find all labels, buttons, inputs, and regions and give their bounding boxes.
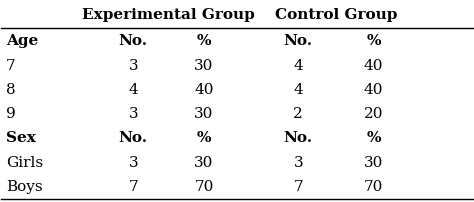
Text: 4: 4 (293, 59, 303, 73)
Text: 30: 30 (364, 156, 383, 170)
Text: 70: 70 (364, 180, 383, 194)
Text: 40: 40 (364, 59, 383, 73)
Text: 40: 40 (194, 83, 214, 97)
Text: No.: No. (119, 132, 148, 145)
Text: 30: 30 (194, 156, 214, 170)
Text: 30: 30 (194, 59, 214, 73)
Text: 9: 9 (6, 107, 16, 121)
Text: Sex: Sex (6, 132, 36, 145)
Text: Girls: Girls (6, 156, 43, 170)
Text: %: % (366, 132, 381, 145)
Text: %: % (366, 34, 381, 48)
Text: %: % (197, 34, 211, 48)
Text: 8: 8 (6, 83, 16, 97)
Text: 3: 3 (128, 156, 138, 170)
Text: 7: 7 (6, 59, 16, 73)
Text: 7: 7 (128, 180, 138, 194)
Text: Experimental Group: Experimental Group (82, 8, 255, 22)
Text: 30: 30 (194, 107, 214, 121)
Text: 70: 70 (194, 180, 214, 194)
Text: 3: 3 (128, 59, 138, 73)
Text: 2: 2 (293, 107, 303, 121)
Text: No.: No. (284, 132, 313, 145)
Text: 7: 7 (293, 180, 303, 194)
Text: 20: 20 (364, 107, 383, 121)
Text: 3: 3 (128, 107, 138, 121)
Text: No.: No. (119, 34, 148, 48)
Text: 3: 3 (293, 156, 303, 170)
Text: %: % (197, 132, 211, 145)
Text: 4: 4 (128, 83, 138, 97)
Text: Age: Age (6, 34, 38, 48)
Text: Control Group: Control Group (275, 8, 397, 22)
Text: 4: 4 (293, 83, 303, 97)
Text: No.: No. (284, 34, 313, 48)
Text: Boys: Boys (6, 180, 43, 194)
Text: 40: 40 (364, 83, 383, 97)
